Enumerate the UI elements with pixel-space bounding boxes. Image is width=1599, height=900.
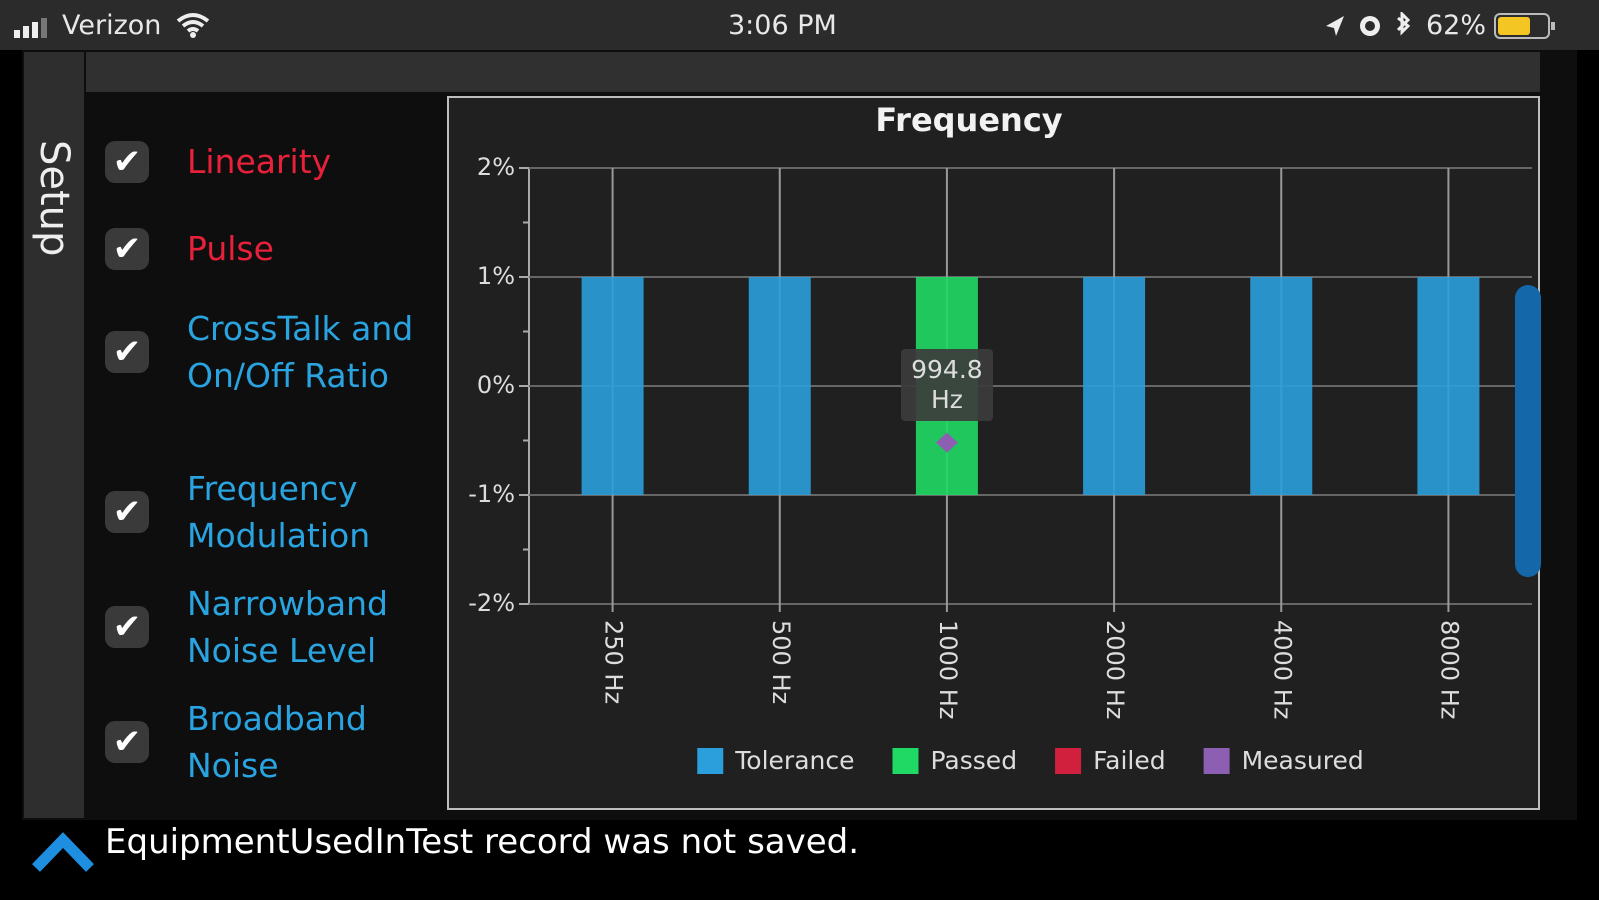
y-tick-label: 2% [477, 153, 515, 181]
range-bar [581, 277, 644, 495]
x-tick-label: 1000 Hz [934, 620, 962, 719]
status-icons [1326, 12, 1411, 36]
checkbox[interactable]: ✔ [105, 491, 149, 533]
checkbox[interactable]: ✔ [105, 227, 149, 270]
y-tick-label: 1% [477, 262, 515, 290]
chart-panel: Frequency 2% 1% 0% -1% -2% 250 Hz 500 Hz 1000 H… [447, 96, 1540, 810]
tooltip: 994.8 Hz [900, 348, 993, 421]
legend-swatch [697, 748, 724, 774]
test-label[interactable]: Frequency Modulation [187, 469, 371, 555]
y-tick-label: -2% [468, 589, 515, 617]
measured-point [935, 432, 958, 453]
range-bar [748, 277, 811, 495]
checkbox[interactable]: ✔ [105, 140, 149, 183]
status-bar: Verizon 3:06 PM 62% [0, 0, 1599, 50]
range-bar [1083, 277, 1146, 495]
setup-tab-label[interactable]: Setup [31, 140, 77, 257]
setup-tab[interactable] [24, 52, 84, 818]
x-tick-label: 500 Hz [767, 620, 795, 704]
legend-swatch [1203, 748, 1230, 774]
chart: Frequency 2% 1% 0% -1% -2% 250 Hz 500 Hz 1000 H… [468, 101, 1532, 775]
test-item[interactable]: ✔ Narrowband Noise Level [105, 580, 435, 674]
wifi-icon [176, 13, 210, 38]
test-item[interactable]: ✔ CrossTalk and On/Off Ratio [105, 305, 435, 399]
legend-swatch [1055, 748, 1082, 774]
x-tick-label: 4000 Hz [1268, 620, 1296, 719]
test-label[interactable]: Broadband Noise [187, 699, 367, 785]
legend-label: Failed [1093, 746, 1166, 775]
test-item[interactable]: ✔ Linearity [105, 138, 435, 185]
y-tick-label: 0% [477, 371, 515, 399]
checkbox[interactable]: ✔ [105, 721, 149, 763]
chart-title: Frequency [875, 101, 1062, 139]
checkbox[interactable]: ✔ [105, 606, 149, 648]
range-bar [1417, 277, 1480, 495]
expand-chevron[interactable] [30, 830, 96, 874]
time: 3:06 PM [728, 10, 837, 41]
battery-icon [1494, 13, 1555, 39]
signal-icon [14, 18, 47, 38]
test-label[interactable]: Pulse [187, 229, 274, 268]
checkbox[interactable]: ✔ [105, 331, 149, 373]
toolbar [86, 52, 1540, 92]
x-tick-label: 8000 Hz [1435, 620, 1463, 719]
range-bar [1250, 277, 1313, 495]
x-tick-label: 2000 Hz [1101, 620, 1129, 719]
legend-swatch [892, 748, 919, 774]
legend-label: Passed [930, 746, 1017, 775]
test-label[interactable]: Narrowband Noise Level [187, 584, 388, 670]
test-item[interactable]: ✔ Pulse [105, 225, 435, 272]
test-label[interactable]: Linearity [187, 142, 332, 181]
y-tick-label: -1% [468, 480, 515, 508]
battery-percent: 62% [1426, 10, 1487, 41]
status-message: EquipmentUsedInTest record was not saved… [105, 822, 860, 862]
test-label[interactable]: CrossTalk and On/Off Ratio [187, 309, 414, 395]
scroll-thumb[interactable] [1515, 285, 1541, 577]
test-item[interactable]: ✔ Frequency Modulation [105, 465, 435, 559]
legend-label: Tolerance [734, 746, 854, 775]
legend-label: Measured [1242, 746, 1364, 775]
x-tick-label: 250 Hz [600, 620, 628, 704]
carrier: Verizon [62, 10, 162, 41]
test-item[interactable]: ✔ Broadband Noise [105, 695, 435, 789]
